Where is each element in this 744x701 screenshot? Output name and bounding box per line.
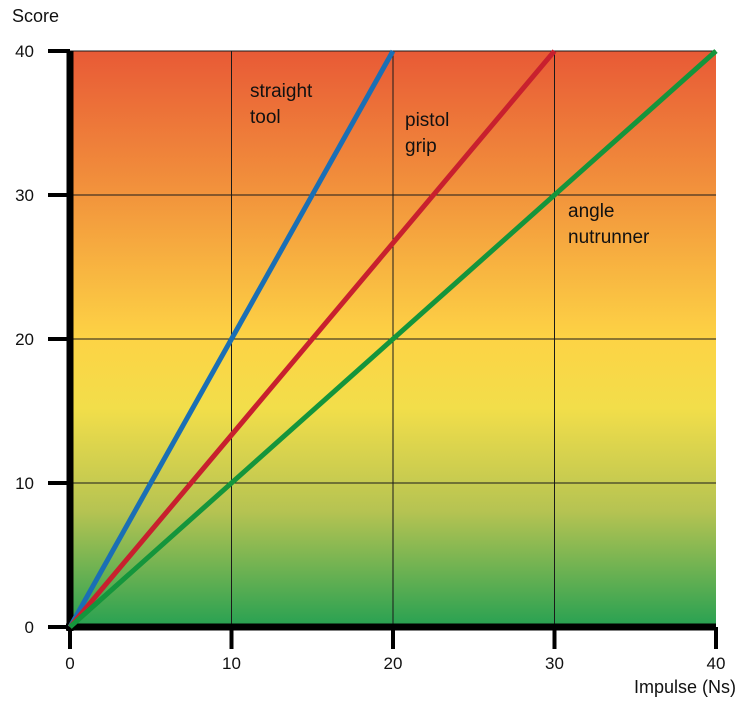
series-label-line: nutrunner	[568, 227, 650, 248]
x-tick-label: 10	[222, 654, 241, 673]
y-tick-label: 10	[15, 474, 34, 493]
series-labels: straight tool pistol grip angle nutrunner	[250, 81, 650, 248]
y-axis-title: Score	[12, 6, 59, 26]
y-tick-label: 40	[15, 42, 34, 61]
series-label-line: grip	[405, 136, 437, 157]
series-lines	[67, 49, 718, 629]
y-tick-label: 20	[15, 330, 34, 349]
series-line-angle-nutrunner	[68, 49, 718, 629]
series-label-line: angle	[568, 201, 615, 222]
x-tick-label: 40	[707, 654, 726, 673]
series-line-pistol-grip	[68, 49, 557, 629]
y-tick-label: 0	[25, 618, 34, 637]
x-tick-label: 20	[384, 654, 403, 673]
series-label-line: tool	[250, 107, 281, 128]
y-tick-label: 30	[15, 186, 34, 205]
x-tick-label: 30	[545, 654, 564, 673]
x-tick-label: 0	[65, 654, 74, 673]
axes: 0 10 20 30 40 0 10 20 30 40	[15, 42, 725, 673]
series-label-line: straight	[250, 81, 313, 102]
series-label-line: pistol	[405, 110, 449, 131]
x-axis-title: Impulse (Ns)	[634, 677, 736, 697]
series-line-straight-tool	[67, 49, 396, 629]
